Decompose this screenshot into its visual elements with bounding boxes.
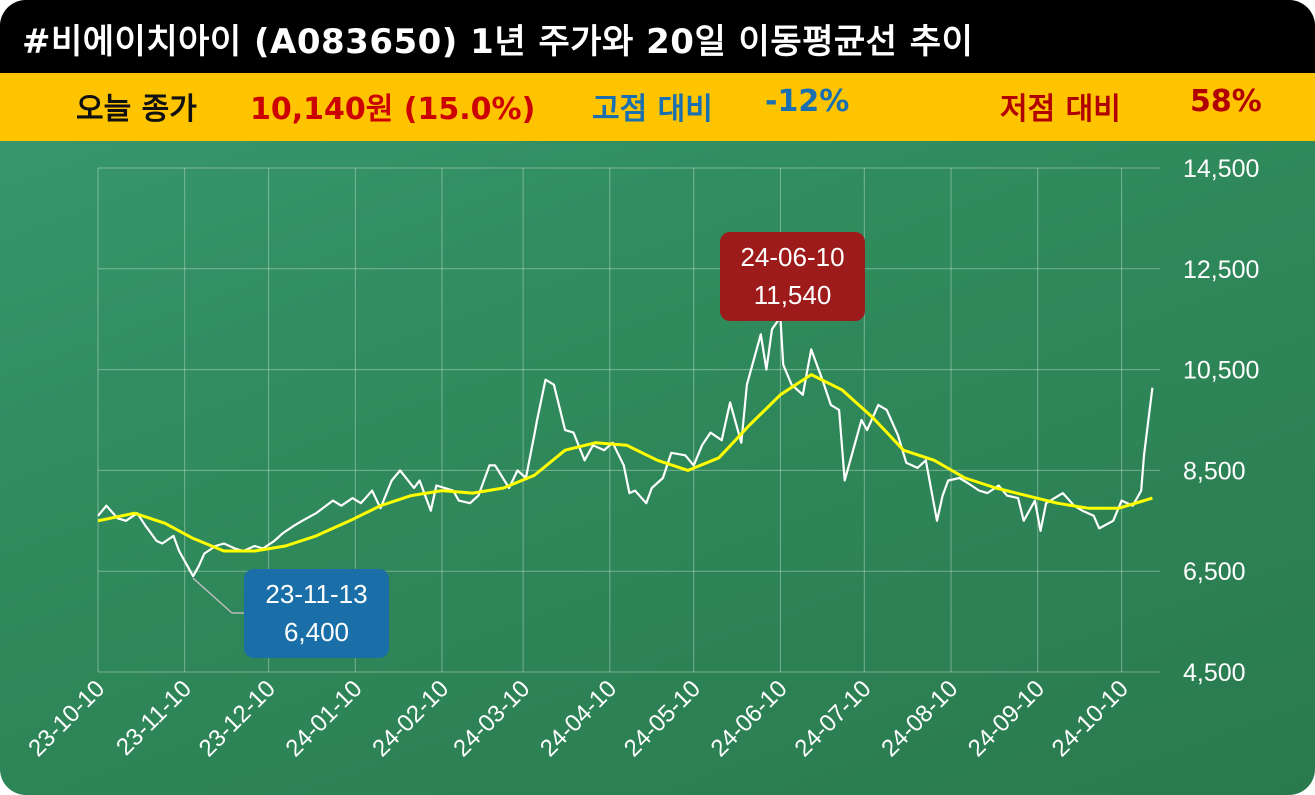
x-tick-label: 23-11-10 [111,675,197,761]
x-tick-label: 24-10-10 [1047,675,1134,762]
x-tick-label: 24-09-10 [963,675,1050,762]
x-tick-label: 23-12-10 [194,675,281,762]
callout-date: 24-06-10 [740,242,844,272]
title-bar: #비에이치아이 (A083650) 1년 주가와 20일 이동평균선 추이 [0,0,1315,73]
low-compare-label: 저점 대비 [1000,92,1121,127]
close-value: 10,140원 (15.0%) [250,92,536,127]
x-tick-label: 24-08-10 [876,675,963,762]
callout-value: 6,400 [284,617,349,647]
callout-value: 11,540 [754,280,832,310]
x-tick-label: 24-02-10 [367,675,454,762]
x-tick-label: 24-07-10 [790,675,877,762]
high-compare-label: 고점 대비 [592,92,713,127]
x-tick-label: 24-01-10 [281,675,368,762]
x-tick-label: 24-06-10 [706,675,793,762]
close-label: 오늘 종가 [76,92,197,127]
low-callout-leader [192,577,244,614]
low-callout-box [244,569,389,658]
x-tick-label: 24-05-10 [619,675,706,762]
y-tick-label: 12,500 [1183,256,1259,284]
y-tick-label: 14,500 [1183,155,1259,183]
low-callout: 23-11-13 6,400 [192,569,389,658]
y-tick-label: 4,500 [1183,659,1246,687]
y-tick-label: 6,500 [1183,558,1246,586]
x-tick-label: 23-10-10 [23,675,110,762]
high-callout: 24-06-10 11,540 [720,232,865,321]
callout-date: 23-11-13 [265,579,367,609]
grid [97,167,1160,673]
price-line [97,316,1154,578]
x-tick-label: 24-03-10 [448,675,535,762]
y-tick-label: 8,500 [1183,457,1246,485]
moving-average-line [97,373,1153,553]
low-compare-value: 58% [1190,84,1262,119]
y-tick-label: 10,500 [1183,357,1259,385]
stats-bar [0,73,1315,141]
x-tick-label: 24-04-10 [535,675,622,762]
high-callout-box [720,232,865,321]
chart-title: #비에이치아이 (A083650) 1년 주가와 20일 이동평균선 추이 [22,22,974,62]
high-compare-value: -12% [765,84,850,119]
